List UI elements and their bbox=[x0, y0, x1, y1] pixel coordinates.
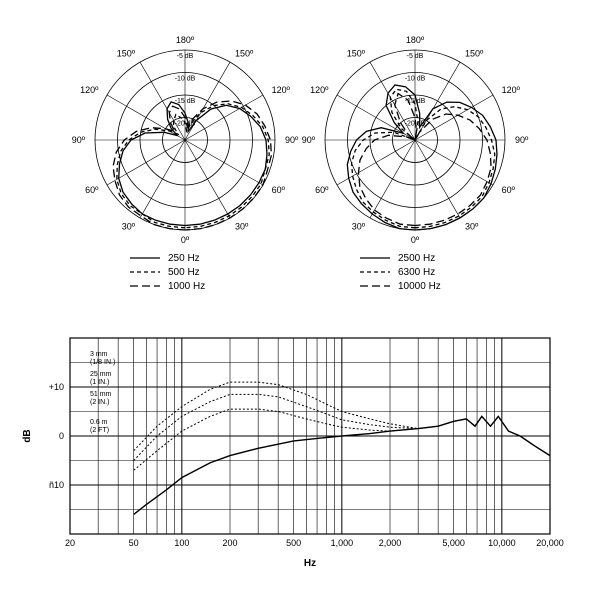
svg-text:25 mm: 25 mm bbox=[90, 371, 112, 378]
svg-text:90º: 90º bbox=[285, 135, 299, 145]
svg-text:50: 50 bbox=[129, 538, 139, 548]
svg-text:100: 100 bbox=[174, 538, 189, 548]
svg-text:0º: 0º bbox=[181, 235, 190, 245]
svg-text:ñ10: ñ10 bbox=[49, 480, 64, 490]
svg-text:+10: +10 bbox=[49, 382, 64, 392]
svg-text:5,000: 5,000 bbox=[442, 538, 465, 548]
svg-text:180º: 180º bbox=[406, 35, 425, 45]
svg-text:90º: 90º bbox=[302, 135, 316, 145]
svg-text:120º: 120º bbox=[80, 85, 99, 95]
svg-text:0º: 0º bbox=[411, 235, 420, 245]
svg-text:120º: 120º bbox=[310, 85, 329, 95]
svg-text:90º: 90º bbox=[515, 135, 529, 145]
svg-text:120º: 120º bbox=[502, 85, 521, 95]
svg-text:0: 0 bbox=[59, 431, 64, 441]
svg-text:30º: 30º bbox=[465, 222, 479, 232]
svg-text:150º: 150º bbox=[235, 48, 254, 58]
svg-text:20,000: 20,000 bbox=[536, 538, 564, 548]
svg-text:2,000: 2,000 bbox=[379, 538, 402, 548]
svg-text:0.6 m: 0.6 m bbox=[90, 419, 108, 426]
svg-text:51 mm: 51 mm bbox=[90, 391, 112, 398]
svg-text:20: 20 bbox=[65, 538, 75, 548]
svg-text:(1 IN.): (1 IN.) bbox=[90, 379, 109, 386]
svg-text:dB: dB bbox=[22, 429, 33, 442]
svg-text:(2 IN.): (2 IN.) bbox=[90, 399, 109, 406]
svg-text:150º: 150º bbox=[117, 48, 136, 58]
svg-text:120º: 120º bbox=[272, 85, 291, 95]
svg-text:60º: 60º bbox=[502, 185, 516, 195]
svg-text:30º: 30º bbox=[352, 222, 366, 232]
svg-text:3 mm: 3 mm bbox=[90, 351, 108, 358]
svg-text:250 Hz: 250 Hz bbox=[168, 253, 200, 264]
svg-text:1,000: 1,000 bbox=[331, 538, 354, 548]
svg-text:(1/8 IN.): (1/8 IN.) bbox=[90, 359, 115, 366]
svg-text:(2 FT): (2 FT) bbox=[90, 427, 109, 434]
svg-text:2500 Hz: 2500 Hz bbox=[398, 253, 435, 264]
svg-text:500 Hz: 500 Hz bbox=[168, 267, 200, 278]
svg-text:10000 Hz: 10000 Hz bbox=[398, 281, 441, 292]
svg-text:180º: 180º bbox=[176, 35, 195, 45]
svg-text:10,000: 10,000 bbox=[488, 538, 516, 548]
svg-text:200: 200 bbox=[222, 538, 237, 548]
svg-text:Hz: Hz bbox=[304, 558, 316, 569]
svg-text:150º: 150º bbox=[465, 48, 484, 58]
svg-text:30º: 30º bbox=[235, 222, 249, 232]
svg-text:1000 Hz: 1000 Hz bbox=[168, 281, 205, 292]
svg-text:60º: 60º bbox=[85, 185, 99, 195]
svg-text:30º: 30º bbox=[122, 222, 136, 232]
svg-text:60º: 60º bbox=[272, 185, 286, 195]
svg-text:90º: 90º bbox=[72, 135, 86, 145]
svg-text:150º: 150º bbox=[347, 48, 366, 58]
svg-text:60º: 60º bbox=[315, 185, 329, 195]
svg-text:6300 Hz: 6300 Hz bbox=[398, 267, 435, 278]
svg-text:500: 500 bbox=[286, 538, 301, 548]
